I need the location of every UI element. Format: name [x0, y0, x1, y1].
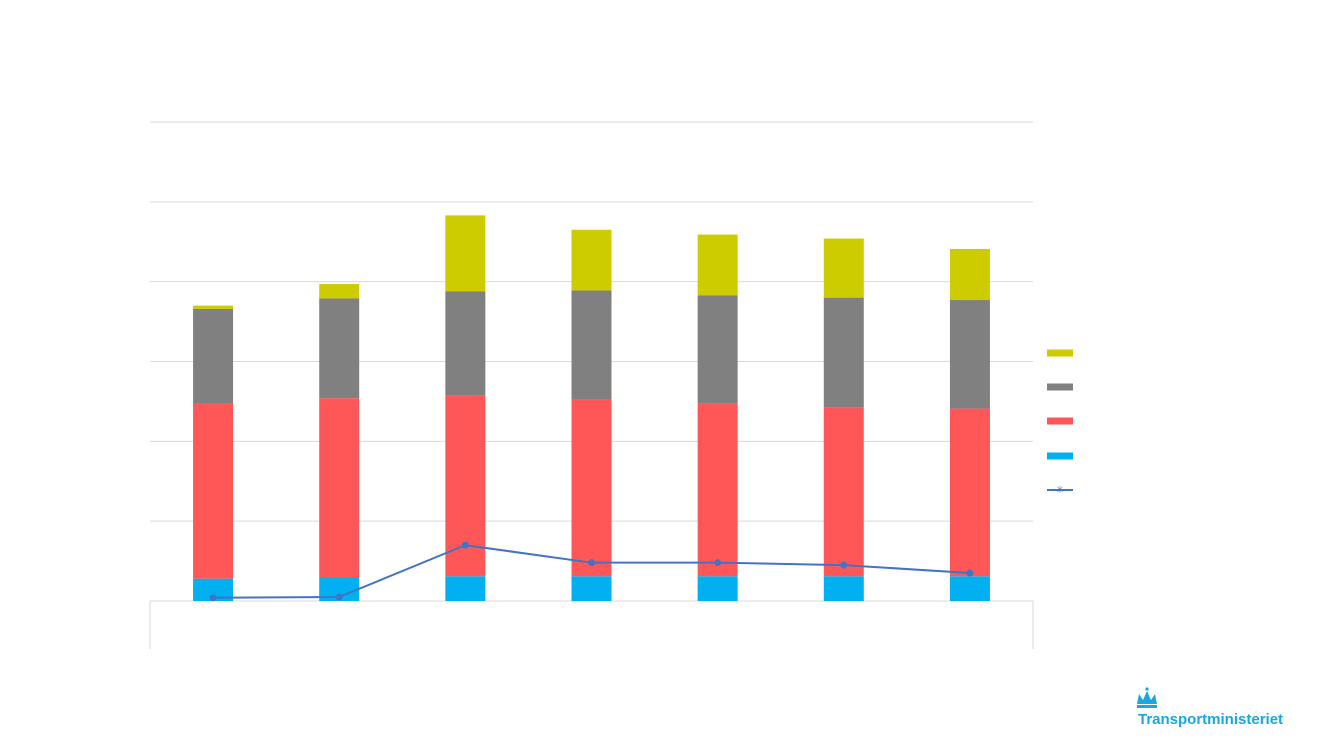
bar-segment: [445, 576, 486, 601]
line-point: [714, 559, 722, 567]
bar-segment: [949, 408, 990, 577]
bar-segment: [319, 577, 360, 601]
bar-segment: [823, 576, 864, 601]
line-point: [840, 561, 848, 569]
bar-segment: [697, 576, 738, 601]
bar-segment: [445, 215, 486, 292]
bar-segment: [949, 576, 990, 601]
bar-segment: [193, 403, 234, 579]
bar-segment: [823, 297, 864, 408]
legend-swatch: [1047, 349, 1073, 357]
bar-segment: [697, 234, 738, 296]
legend-swatch: [1047, 452, 1073, 460]
bar-segment: [193, 305, 234, 309]
line-point: [461, 541, 469, 549]
legend-marker: ✳: [1056, 485, 1064, 496]
legend-swatch: [1047, 417, 1073, 425]
bar-segment: [319, 284, 360, 299]
logo-crown: [1137, 687, 1157, 708]
line-point: [966, 569, 974, 577]
bar-segment: [949, 248, 990, 301]
bar-segment: [571, 229, 612, 291]
bar-segment: [445, 291, 486, 396]
line-point: [209, 594, 217, 602]
bar-segment: [193, 578, 234, 601]
bar-segment: [193, 308, 234, 404]
bar-segment: [445, 395, 486, 577]
bar-segment: [571, 576, 612, 601]
bar-segment: [697, 295, 738, 404]
legend-swatch: [1047, 383, 1073, 391]
bar-segment: [823, 238, 864, 298]
bar-segment: [823, 407, 864, 577]
bar-segment: [571, 399, 612, 577]
line-point: [588, 559, 595, 567]
bar-segment: [697, 403, 738, 577]
line-point: [335, 593, 343, 601]
logo-text: Transportministeriet: [1138, 711, 1283, 728]
bar-segment: [319, 398, 360, 578]
bar-segment: [319, 298, 360, 399]
bar-segment: [571, 290, 612, 400]
bar-segment: [949, 300, 990, 409]
